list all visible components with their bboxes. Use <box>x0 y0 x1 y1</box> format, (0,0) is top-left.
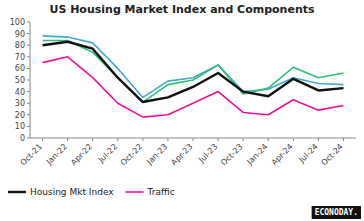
legend-swatch <box>8 191 26 193</box>
x-tick-label: Jul-24 <box>297 142 320 165</box>
x-tick-label: Apr-22 <box>69 142 94 167</box>
y-tick-label: 70 <box>15 53 25 62</box>
y-tick-label: 30 <box>15 99 25 108</box>
y-tick <box>27 68 30 69</box>
x-tick-label: Jan-23 <box>144 142 169 167</box>
y-tick-label: 50 <box>15 76 25 85</box>
x-tick <box>193 138 194 141</box>
y-tick <box>27 45 30 46</box>
x-tick <box>293 138 294 141</box>
watermark-text: ECONODAY. <box>315 208 358 217</box>
x-tick <box>318 138 319 141</box>
x-tick <box>142 138 143 141</box>
legend-swatch <box>126 191 144 193</box>
x-tick <box>268 138 269 141</box>
y-tick <box>27 138 30 139</box>
x-tick-label: Jan-24 <box>245 142 270 167</box>
y-tick-label: 0 <box>20 134 25 143</box>
x-tick <box>92 138 93 141</box>
y-tick <box>27 56 30 57</box>
legend-label: Traffic <box>147 187 175 197</box>
x-tick <box>42 138 43 141</box>
y-tick <box>27 126 30 127</box>
y-tick <box>27 103 30 104</box>
plot-area <box>43 36 344 117</box>
line <box>43 41 344 102</box>
y-tick <box>27 114 30 115</box>
x-tick <box>243 138 244 141</box>
x-tick-label: Apr-24 <box>270 142 295 167</box>
x-tick-label: Jul-23 <box>196 142 219 165</box>
y-tick-label: 60 <box>15 64 25 73</box>
x-tick-label: Jan-22 <box>44 142 69 167</box>
y-tick <box>27 33 30 34</box>
y-tick <box>27 80 30 81</box>
x-tick <box>218 138 219 141</box>
title: US Housing Market Index and Components <box>49 3 315 16</box>
y-tick-label: 40 <box>15 88 25 97</box>
chart: US Housing Market Index and Components 0 1… <box>0 0 364 221</box>
line <box>43 42 344 102</box>
x-tick <box>343 138 344 141</box>
x-tick <box>117 138 118 141</box>
x-tick-label: Oct-24 <box>319 142 344 167</box>
y-tick-label: 10 <box>15 122 25 131</box>
x-tick <box>67 138 68 141</box>
y-tick <box>27 91 30 92</box>
legend-label: Housing Mkt Index <box>30 187 114 197</box>
x-tick-label: Oct-23 <box>219 142 244 167</box>
y-tick-label: 20 <box>15 111 25 120</box>
watermark-box <box>312 206 361 219</box>
y-tick-label: 90 <box>15 30 25 39</box>
y-tick <box>27 22 30 23</box>
x-tick-label: Oct-21 <box>19 142 44 167</box>
x-tick <box>167 138 168 141</box>
y-tick-label: 100 <box>10 18 25 27</box>
x-tick-label: Apr-23 <box>169 142 194 167</box>
y-tick-label: 80 <box>15 41 25 50</box>
x-tick-label: Oct-22 <box>119 142 144 167</box>
x-tick-label: Jul-22 <box>96 142 119 165</box>
